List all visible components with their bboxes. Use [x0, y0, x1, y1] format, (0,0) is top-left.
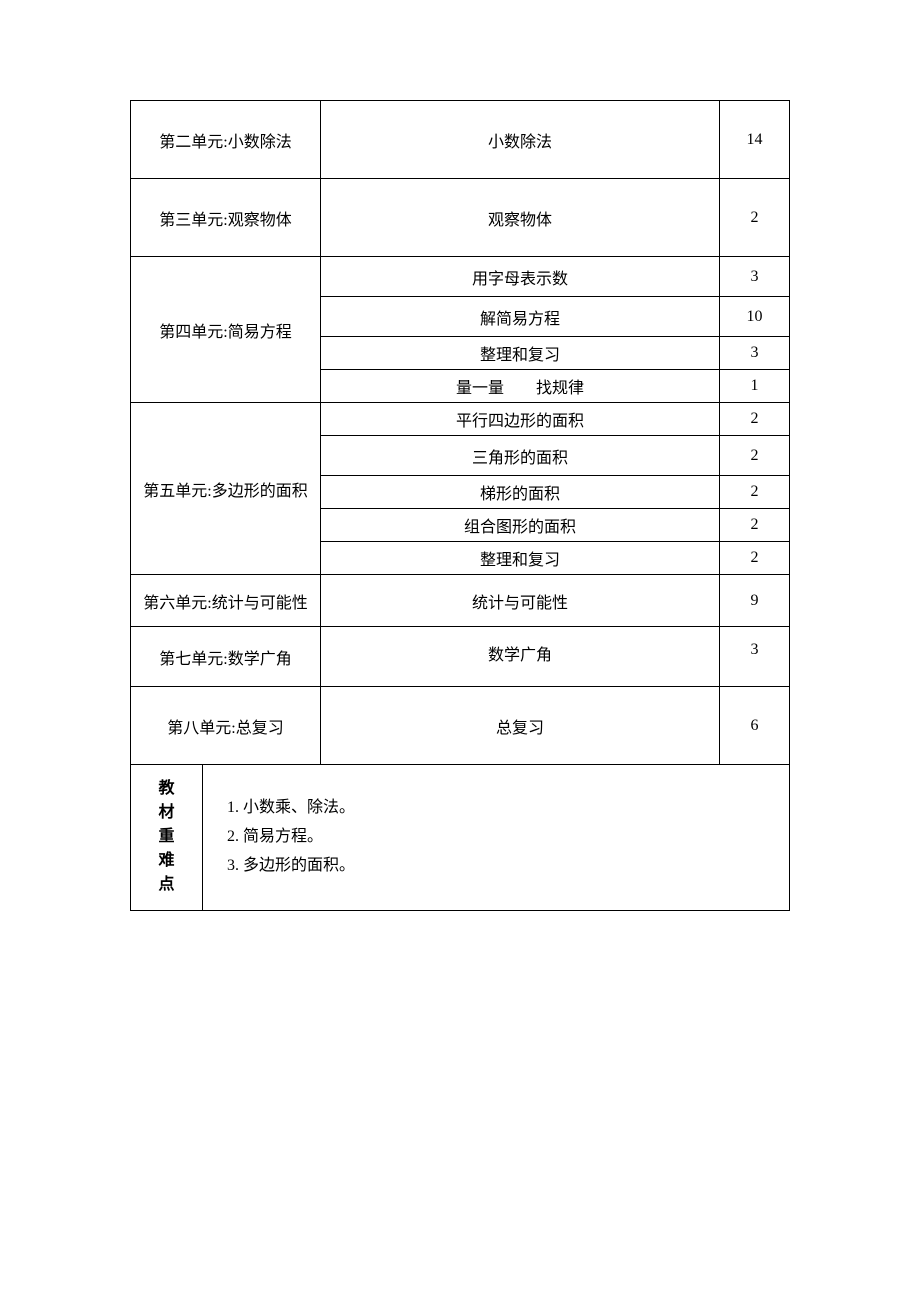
topic-cell: 整理和复习: [321, 337, 720, 370]
unit-cell: 第三单元:观察物体: [131, 179, 321, 257]
curriculum-table: 第二单元:小数除法 小数除法 14 第三单元:观察物体 观察物体 2 第四单元:…: [130, 100, 790, 765]
unit-cell: 第六单元:统计与可能性: [131, 575, 321, 627]
key-point-line: 1. 小数乘、除法。: [227, 794, 781, 823]
key-point-line: 3. 多边形的面积。: [227, 852, 781, 881]
table-row: 第二单元:小数除法 小数除法 14: [131, 101, 790, 179]
hours-cell: 6: [720, 687, 790, 765]
label-char: 教: [139, 777, 194, 801]
hours-cell: 2: [720, 436, 790, 476]
label-char: 点: [139, 873, 194, 897]
table-row: 第八单元:总复习 总复习 6: [131, 687, 790, 765]
hours-cell: 2: [720, 179, 790, 257]
unit-cell: 第五单元:多边形的面积: [131, 403, 321, 575]
table-row: 第六单元:统计与可能性 统计与可能性 9: [131, 575, 790, 627]
hours-cell: 10: [720, 297, 790, 337]
topic-cell: 观察物体: [321, 179, 720, 257]
table-row: 第五单元:多边形的面积 平行四边形的面积 2: [131, 403, 790, 436]
unit-cell: 第二单元:小数除法: [131, 101, 321, 179]
unit-cell: 第八单元:总复习: [131, 687, 321, 765]
table-row: 第四单元:简易方程 用字母表示数 3: [131, 257, 790, 297]
hours-cell: 3: [720, 627, 790, 687]
hours-cell: 1: [720, 370, 790, 403]
key-points-table: 教 材 重 难 点 1. 小数乘、除法。 2. 简易方程。 3. 多边形的面积。: [130, 765, 790, 911]
label-char: 难: [139, 849, 194, 873]
topic-cell: 解简易方程: [321, 297, 720, 337]
topic-cell: 三角形的面积: [321, 436, 720, 476]
topic-cell: 小数除法: [321, 101, 720, 179]
hours-cell: 2: [720, 542, 790, 575]
table-row: 第七单元:数学广角 数学广角 3: [131, 627, 790, 687]
topic-cell: 数学广角: [321, 627, 720, 687]
key-point-line: 2. 简易方程。: [227, 823, 781, 852]
topic-cell: 梯形的面积: [321, 476, 720, 509]
topic-cell: 整理和复习: [321, 542, 720, 575]
table-row: 教 材 重 难 点 1. 小数乘、除法。 2. 简易方程。 3. 多边形的面积。: [131, 765, 790, 910]
table-row: 第三单元:观察物体 观察物体 2: [131, 179, 790, 257]
hours-cell: 2: [720, 476, 790, 509]
unit-cell: 第四单元:简易方程: [131, 257, 321, 403]
topic-cell: 平行四边形的面积: [321, 403, 720, 436]
hours-cell: 2: [720, 509, 790, 542]
hours-cell: 2: [720, 403, 790, 436]
topic-cell: 用字母表示数: [321, 257, 720, 297]
hours-cell: 9: [720, 575, 790, 627]
topic-cell: 组合图形的面积: [321, 509, 720, 542]
hours-cell: 3: [720, 337, 790, 370]
topic-cell: 量一量 找规律: [321, 370, 720, 403]
key-points-content: 1. 小数乘、除法。 2. 简易方程。 3. 多边形的面积。: [203, 765, 790, 910]
unit-cell: 第七单元:数学广角: [131, 627, 321, 687]
hours-cell: 3: [720, 257, 790, 297]
label-char: 重: [139, 825, 194, 849]
hours-cell: 14: [720, 101, 790, 179]
topic-cell: 总复习: [321, 687, 720, 765]
topic-cell: 统计与可能性: [321, 575, 720, 627]
key-points-label: 教 材 重 难 点: [131, 765, 203, 910]
label-char: 材: [139, 801, 194, 825]
